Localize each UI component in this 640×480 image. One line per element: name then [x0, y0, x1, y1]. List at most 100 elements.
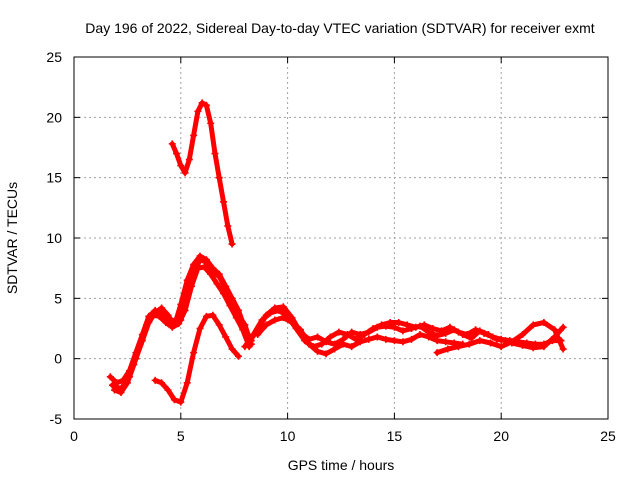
data-point [143, 321, 151, 329]
data-point [162, 318, 170, 326]
data-point [326, 333, 334, 341]
data-point [395, 318, 403, 326]
x-tick-label: 25 [600, 428, 616, 444]
data-point [226, 302, 234, 310]
data-point [196, 325, 204, 332]
data-point [314, 347, 322, 355]
data-point [271, 316, 279, 324]
data-point [559, 345, 567, 353]
data-point [271, 304, 279, 312]
data-point [442, 338, 450, 346]
data-point [136, 340, 144, 348]
x-tick-label: 15 [387, 428, 403, 444]
data-point [207, 119, 215, 127]
data-point [220, 290, 228, 298]
data-point [211, 150, 219, 158]
data-point [348, 328, 356, 336]
y-tick-label: 5 [54, 290, 62, 306]
data-point [149, 311, 157, 319]
data-point [215, 174, 223, 182]
data-point [529, 344, 537, 352]
data-point [185, 156, 193, 164]
data-point [215, 273, 223, 281]
x-tick-label: 0 [70, 428, 78, 444]
grid [74, 57, 608, 419]
data-point [234, 352, 242, 360]
series-trace [112, 264, 252, 395]
data-point [331, 345, 339, 353]
data-point [279, 303, 287, 311]
data-point [373, 333, 381, 341]
data-point [540, 343, 548, 351]
data-series [151, 311, 242, 406]
data-point [551, 333, 559, 341]
data-point [224, 222, 232, 230]
data-point [245, 338, 253, 346]
data-point [407, 325, 415, 332]
series-trace [152, 312, 241, 405]
chart-title: Day 196 of 2022, Sidereal Day-to-day VTE… [85, 20, 594, 36]
data-point [164, 386, 172, 394]
data-point [322, 338, 330, 346]
y-tick-label: 20 [46, 109, 62, 125]
data-point [202, 312, 210, 320]
data-point [228, 240, 236, 248]
data-point [117, 388, 125, 396]
data-point [239, 326, 247, 334]
data-point [200, 263, 208, 271]
y-axis-label: SDTVAR / TECUs [4, 182, 20, 294]
data-point [425, 333, 433, 341]
data-point [190, 349, 198, 357]
axes: 0 5 10 15 20 25 -5 0 5 10 15 20 25 [46, 49, 616, 444]
data-point [459, 331, 467, 339]
data-point [399, 338, 407, 346]
data-point [365, 328, 373, 336]
data-point [348, 343, 356, 351]
data-point [365, 335, 373, 343]
x-tick-label: 20 [493, 428, 509, 444]
data-point [262, 311, 270, 319]
data-point [467, 334, 475, 342]
data-point [382, 322, 390, 330]
data-point [164, 311, 172, 319]
data-point [232, 314, 240, 322]
data-point [241, 343, 249, 351]
x-axis-label: GPS time / hours [288, 457, 395, 473]
data-point [187, 282, 195, 290]
data-point [194, 107, 202, 115]
data-point [450, 326, 458, 334]
data-point [551, 326, 559, 334]
y-tick-label: 10 [46, 230, 62, 246]
data-point [497, 343, 505, 351]
data-point [339, 340, 347, 348]
data-point [177, 398, 185, 406]
data-point [158, 379, 166, 387]
data-point [168, 323, 176, 331]
data-point [170, 396, 178, 404]
data-point [454, 343, 462, 351]
data-point [173, 150, 181, 158]
data-point [373, 323, 381, 331]
data-point [108, 381, 116, 389]
data-point [202, 258, 210, 266]
data-point [181, 306, 189, 314]
data-point [228, 345, 236, 353]
data-point [497, 335, 505, 343]
data-point [190, 131, 198, 139]
data-series [111, 263, 253, 396]
data-point [465, 340, 473, 348]
data-point [390, 323, 398, 331]
y-tick-label: -5 [50, 411, 63, 427]
data-point [213, 280, 221, 288]
data-point [111, 386, 119, 394]
data-point [198, 99, 206, 107]
data-point [433, 349, 441, 357]
data-point [296, 326, 304, 334]
data-point [416, 331, 424, 339]
data-point [540, 318, 548, 326]
data-point [356, 338, 364, 346]
data-point [151, 376, 159, 384]
x-tick-label: 10 [280, 428, 296, 444]
